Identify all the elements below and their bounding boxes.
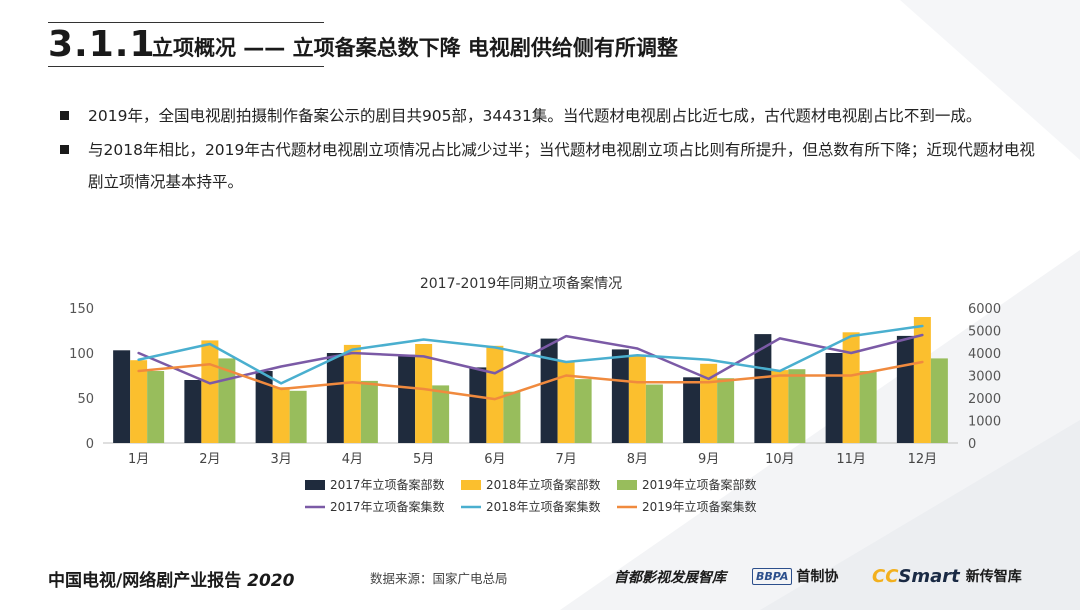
legend-label: 2017年立项备案部数 <box>330 477 445 492</box>
legend-bar-swatch <box>461 480 481 490</box>
left-axis-tick-label: 50 <box>77 392 94 407</box>
bar <box>825 353 843 443</box>
bar <box>130 360 148 443</box>
right-axis-tick-label: 4000 <box>968 347 1001 362</box>
bar <box>113 350 131 443</box>
bbpa-badge: BBPA <box>752 567 793 585</box>
x-axis-tick-label: 4月 <box>342 452 363 467</box>
bar <box>360 380 378 443</box>
bullet-square-icon <box>60 145 69 154</box>
bar <box>432 385 450 443</box>
x-axis-tick-label: 6月 <box>484 452 505 467</box>
right-axis-tick-label: 2000 <box>968 392 1001 407</box>
bar <box>147 371 165 443</box>
right-axis-tick-label: 5000 <box>968 325 1001 340</box>
chart-legend: 2017年立项备案部数 2018年立项备案部数 2019年立项备案部数 2017年立项… <box>305 477 757 514</box>
bar <box>771 370 789 443</box>
right-axis-tick-label: 0 <box>968 437 976 452</box>
bar <box>326 353 344 443</box>
bar <box>557 361 575 443</box>
bar <box>398 354 416 443</box>
header-rule-top <box>48 22 324 23</box>
right-axis-tick-label: 6000 <box>968 302 1001 317</box>
bullet-square-icon <box>60 111 69 120</box>
bar <box>486 345 504 443</box>
bbpa-text: 首制协 <box>796 569 839 585</box>
legend-bar-swatch <box>305 480 325 490</box>
bullet-text: 与2018年相比，2019年古代题材电视剧立项情况占比减少过半；当代题材电视剧立… <box>88 141 1035 191</box>
data-source: 数据来源：国家广电总局 <box>370 571 508 586</box>
x-axis-tick-label: 5月 <box>413 452 434 467</box>
slide-header: 3.1.1 立项概况 —— 立项备案总数下降 电视剧供给侧有所调整 <box>48 20 788 68</box>
slide-title: 立项概况 —— 立项备案总数下降 电视剧供给侧有所调整 <box>152 36 678 60</box>
legend-label: 2019年立项备案集数 <box>642 499 757 514</box>
x-axis-tick-label: 1月 <box>128 452 149 467</box>
logo-capital-film-think-tank: 首都影视发展智库 <box>614 570 726 586</box>
legend-label: 2018年立项备案部数 <box>486 477 601 492</box>
bar <box>700 363 718 443</box>
cc-mark: CC <box>872 565 899 587</box>
bar <box>289 390 307 443</box>
x-axis-tick-label: 12月 <box>908 452 938 467</box>
x-axis-tick-label: 11月 <box>836 452 866 467</box>
bar <box>415 344 433 443</box>
bar <box>184 380 202 443</box>
bar <box>754 334 772 443</box>
bar <box>628 355 646 443</box>
chart-axes: 0 50 100 150 0 1000 2000 3000 4000 5000 6000 1月 2月 3月… <box>69 302 1001 467</box>
x-axis-tick-label: 2月 <box>199 452 220 467</box>
chart-bars <box>113 317 948 443</box>
bar <box>503 391 521 443</box>
logo-ccsmart: CC Smart 新传智库 <box>872 564 1022 588</box>
report-year: 2020 <box>247 571 295 591</box>
bar <box>574 379 592 443</box>
series-line <box>137 360 924 401</box>
bar <box>343 344 361 443</box>
legend-label: 2017年立项备案集数 <box>330 499 445 514</box>
x-axis-tick-label: 10月 <box>765 452 795 467</box>
bar <box>540 338 558 443</box>
bullet-text: 2019年，全国电视剧拍摄制作备案公示的剧目共905部，34431集。当代题材电… <box>88 107 982 125</box>
bar <box>611 349 629 443</box>
report-title: 中国电视/网络剧产业报告 2020 <box>48 566 294 591</box>
bar <box>788 369 806 443</box>
right-axis-tick-label: 3000 <box>968 370 1001 385</box>
chart-title: 2017-2019年同期立项备案情况 <box>420 275 622 292</box>
legend-bar-swatch <box>617 480 637 490</box>
ccsmart-text: 新传智库 <box>965 569 1022 585</box>
left-axis-tick-label: 150 <box>69 302 94 317</box>
right-axis-tick-label: 1000 <box>968 415 1001 430</box>
x-axis-tick-label: 8月 <box>627 452 648 467</box>
x-axis-tick-label: 9月 <box>698 452 719 467</box>
legend-label: 2019年立项备案部数 <box>642 477 757 492</box>
smart-mark: Smart <box>898 565 960 587</box>
x-axis-tick-label: 7月 <box>555 452 576 467</box>
header-rule-bottom <box>48 66 324 67</box>
bar <box>201 340 219 443</box>
bullet-item: 与2018年相比，2019年古代题材电视剧立项情况占比减少过半；当代题材电视剧立… <box>60 134 1040 198</box>
bar <box>717 378 735 443</box>
bullet-item: 2019年，全国电视剧拍摄制作备案公示的剧目共905部，34431集。当代题材电… <box>60 100 1040 132</box>
section-number: 3.1.1 <box>48 24 156 65</box>
left-axis-tick-label: 100 <box>69 347 94 362</box>
combo-chart: 2017-2019年同期立项备案情况 0 50 100 150 0 1000 2000 300… <box>69 275 1001 514</box>
bar <box>645 384 663 443</box>
report-title-text: 中国电视/网络剧产业报告 <box>48 571 242 591</box>
x-axis-tick-label: 3月 <box>270 452 291 467</box>
legend-label: 2018年立项备案集数 <box>486 499 601 514</box>
bar <box>683 377 701 443</box>
bar <box>859 371 877 443</box>
bullet-list: 2019年，全国电视剧拍摄制作备案公示的剧目共905部，34431集。当代题材电… <box>60 100 1040 198</box>
bar <box>913 317 931 443</box>
bar <box>469 367 487 443</box>
bar <box>255 371 273 443</box>
chart-lines <box>137 324 924 401</box>
left-axis-tick-label: 0 <box>86 437 94 452</box>
bar <box>896 335 914 443</box>
logo-bbpa: BBPA 首制协 <box>752 564 838 588</box>
bar <box>842 332 860 443</box>
bar <box>930 358 948 443</box>
bar <box>272 387 290 443</box>
series-line <box>137 324 924 385</box>
